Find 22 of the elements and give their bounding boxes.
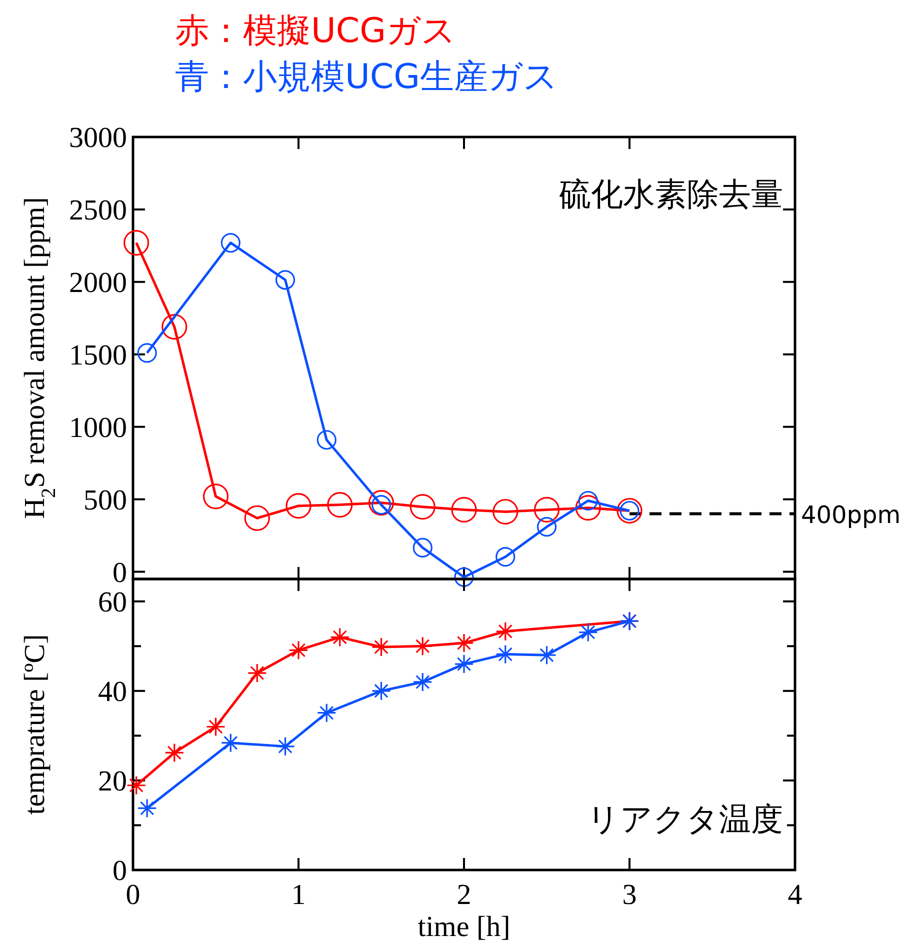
y-tick-label: 1000	[69, 412, 127, 444]
y-tick-label: 0	[112, 855, 127, 887]
ref-line-label: 400ppm	[801, 500, 901, 529]
x-axis-title: time [h]	[418, 911, 510, 943]
y-tick-label: 60	[98, 586, 127, 618]
y-tick-label: 500	[84, 484, 127, 516]
text: 赤：模擬UCGガス	[175, 11, 456, 51]
y-tick-label: 1500	[69, 339, 127, 372]
x-tick-label: 4	[788, 879, 803, 911]
annotation: リアクタ温度	[587, 800, 783, 838]
y-tick-label: 3000	[69, 122, 127, 154]
y-tick-label: 2500	[69, 194, 127, 226]
y-tick-label: 2000	[69, 266, 127, 299]
text: 青：小規模UCG生産ガス	[175, 57, 558, 97]
x-tick-label: 3	[622, 879, 637, 911]
y-tick-label: 40	[98, 676, 127, 708]
y-tick-label: 0	[112, 556, 127, 589]
x-tick-label: 1	[291, 879, 306, 911]
y-tick-label: 20	[98, 765, 127, 798]
annotation: 硫化水素除去量	[559, 175, 783, 213]
y-axis-title: temprature [ºC]	[19, 634, 51, 815]
x-tick-label: 2	[456, 879, 472, 911]
